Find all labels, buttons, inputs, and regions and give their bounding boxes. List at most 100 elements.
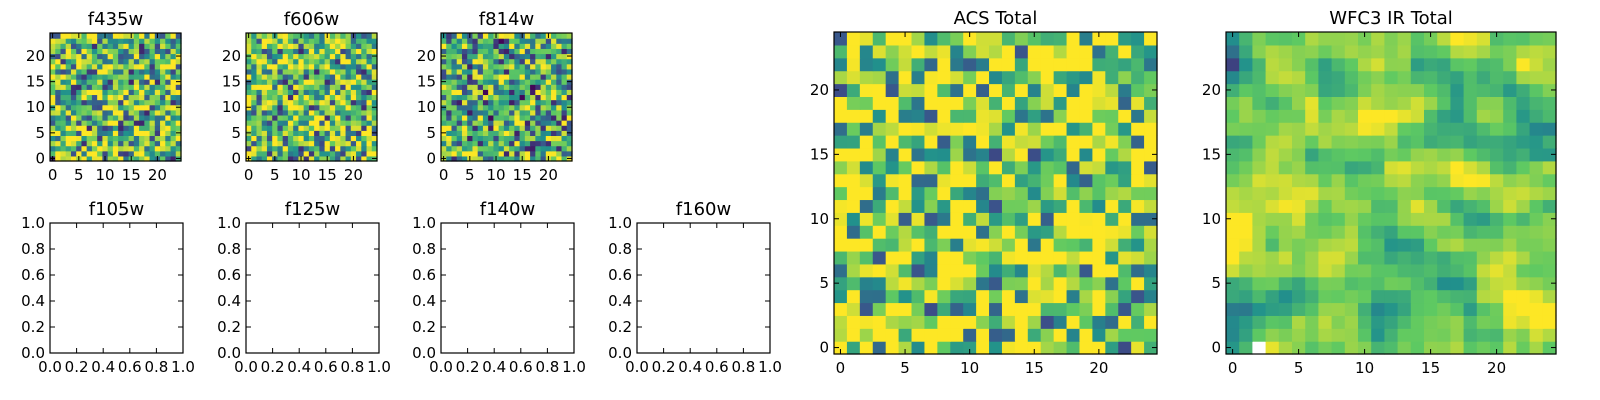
heatmap-cell [1040,225,1055,239]
heatmap-cell [1463,328,1478,342]
heatmap-cell [1476,250,1491,265]
heatmap-cell [65,33,72,39]
heatmap-cell [97,79,103,85]
heatmap-cell [329,68,336,75]
heatmap-cell [488,48,494,55]
heatmap-cell [144,99,151,106]
heatmap-cell [139,120,145,126]
heatmap-cell [170,145,177,152]
x-tick-label: 5 [1294,359,1304,377]
heatmap-cell [441,114,447,121]
heatmap-cell [950,289,964,304]
heatmap-cell [885,263,900,278]
heatmap-cell [1252,186,1267,201]
heatmap-cell [102,94,109,101]
heatmap-cell [314,99,320,106]
heatmap-cell [1092,276,1106,291]
heatmap-cell [165,53,172,60]
heatmap-cell [976,160,990,175]
heatmap-cell [1410,212,1425,226]
heatmap-cell [989,225,1003,239]
heatmap-cell [65,38,72,44]
heatmap-cell [165,104,172,111]
heatmap-cell [535,135,542,142]
heatmap-cell [493,73,500,80]
heatmap-cell [1331,109,1346,123]
heatmap-cell [911,315,926,329]
heatmap-cell [482,114,489,121]
heatmap-cell [937,44,951,59]
heatmap-cell [859,328,874,342]
heatmap-cell [86,140,93,147]
heatmap-cell [1305,32,1319,46]
heatmap-cell [144,38,151,44]
heatmap-cell [329,94,336,101]
heatmap-cell [361,145,368,152]
heatmap-cell [324,99,331,106]
heatmap-cell [319,58,326,65]
x-tick-label: 0.6 [118,358,142,376]
heatmap-cell [128,73,135,80]
heatmap-cell [170,120,177,126]
heatmap-cell [561,84,568,90]
heatmap-cell [530,38,536,44]
heatmap-cell [65,150,72,157]
heatmap-cell [282,38,289,44]
heatmap-cell [81,130,88,136]
heatmap-cell [350,79,357,85]
heatmap-cell [1503,276,1517,291]
heatmap-cell [1331,186,1346,201]
heatmap-cell [91,104,98,111]
heatmap-cell [1265,199,1280,213]
heatmap-cell [1516,186,1531,201]
heatmap-cell [1305,238,1319,252]
heatmap-cell [859,289,874,304]
heatmap-cell [277,38,284,44]
heatmap-cell [256,63,263,70]
heatmap-cell [1463,96,1478,110]
y-tick-label: 10 [222,98,241,116]
heatmap-cell [1450,199,1465,213]
heatmap-cell [55,120,62,126]
heatmap-cell [834,147,848,162]
heatmap-cell [1437,328,1451,342]
heatmap-cell [1490,328,1504,342]
heatmap-cell [144,150,151,157]
heatmap-cell [139,48,145,55]
x-tick-label: 0.2 [261,358,285,376]
heatmap-cell [482,125,489,131]
heatmap-cell [467,135,474,142]
heatmap-cell [467,53,474,60]
heatmap-cell [70,140,77,147]
heatmap-cell [1450,122,1465,136]
heatmap-cell [976,212,990,226]
heatmap-cell [1542,83,1557,97]
heatmap-cell [298,53,305,60]
heatmap-cell [451,94,458,101]
heatmap-cell [859,225,874,239]
heatmap-cell [1278,186,1293,201]
heatmap-cell [1371,212,1385,226]
heatmap-cell [493,99,500,106]
heatmap-cell [1131,173,1145,188]
heatmap-cell [1079,32,1093,46]
heatmap-cell [524,43,531,49]
heatmap-cell [545,58,552,65]
panel-f160w: 0.0 0.2 0.4 0.6 0.8 1.00.00.20.40.60.81.0f160… [608,199,782,376]
heatmap-cell [1027,83,1042,97]
heatmap-cell [345,79,352,85]
heatmap-cell [170,68,177,75]
heatmap-cell [65,120,72,126]
heatmap-cell [154,120,161,126]
heatmap-cell [149,94,156,101]
heatmap-cell [1476,328,1491,342]
heatmap-cell [1131,70,1145,85]
heatmap-cell [1384,70,1399,85]
heatmap-cell [1226,122,1240,136]
heatmap-cell [872,225,887,239]
heatmap-cell [846,302,861,316]
heatmap-cell [70,114,77,121]
heatmap-cell [165,125,172,131]
heatmap-cell [282,53,289,60]
